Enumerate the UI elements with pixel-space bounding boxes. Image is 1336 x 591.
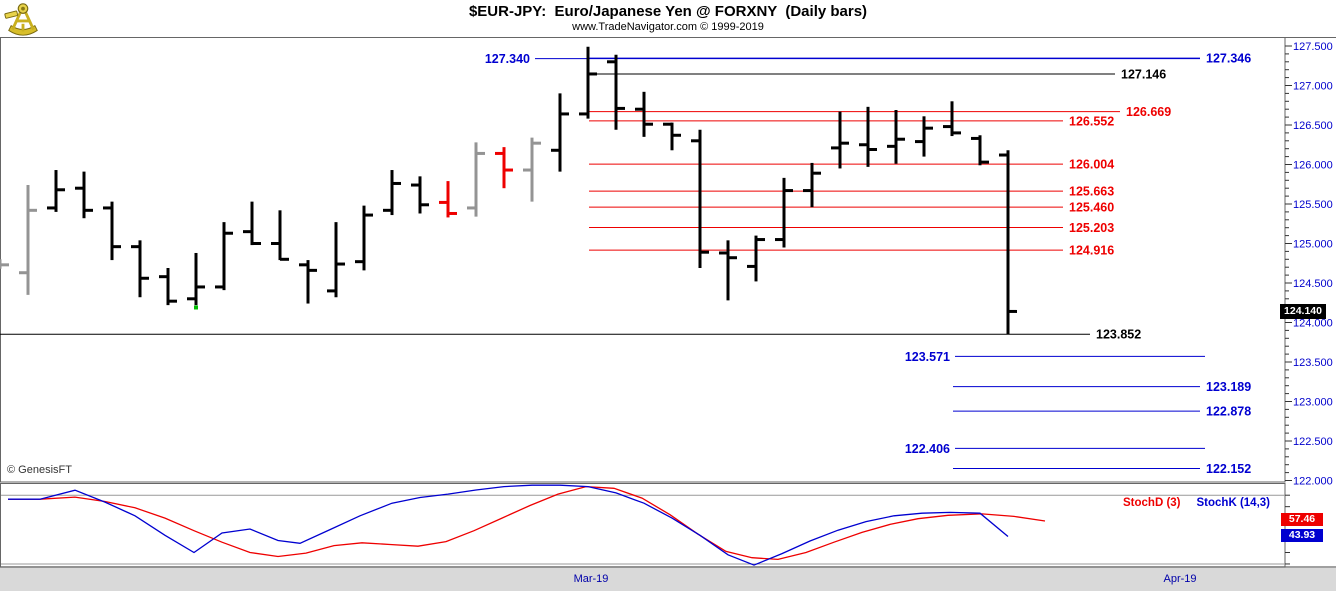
green-signal-dot — [194, 305, 198, 310]
level-label: 123.571 — [905, 350, 950, 364]
stoch-legend: StochD (3) StochK (14,3) — [1110, 485, 1270, 521]
price-axis-label: 123.500 — [1293, 357, 1333, 369]
stochk-label: StochK (14,3) — [1196, 497, 1271, 509]
price-axis-label: 125.500 — [1293, 199, 1333, 211]
price-axis-label: 127.000 — [1293, 81, 1333, 93]
level-label: 122.406 — [905, 442, 950, 456]
price-axis-label: 124.500 — [1293, 278, 1333, 290]
level-label: 127.346 — [1206, 52, 1251, 66]
month-label: Mar-19 — [573, 573, 609, 585]
month-label: Apr-19 — [1163, 573, 1197, 585]
stochk-curve — [8, 484, 1009, 566]
level-label: 127.340 — [485, 52, 530, 66]
price-axis-label: 125.000 — [1293, 239, 1333, 251]
level-label: 122.878 — [1206, 405, 1251, 419]
current-price-badge: 124.140 — [1280, 304, 1326, 319]
level-label: 124.916 — [1069, 244, 1114, 258]
stochd-value-badge: 57.46 — [1281, 513, 1323, 526]
price-axis-label: 126.000 — [1293, 160, 1333, 172]
time-axis-band[interactable] — [0, 568, 1336, 591]
level-label: 123.852 — [1096, 328, 1141, 342]
price-axis-label: 123.000 — [1293, 397, 1333, 409]
stochd-curve — [8, 485, 1046, 561]
price-axis-label: 122.000 — [1293, 476, 1333, 488]
price-axis-label: 127.500 — [1293, 41, 1333, 53]
chart-title: $EUR-JPY: Euro/Japanese Yen @ FORXNY (Da… — [468, 3, 868, 20]
level-label: 126.552 — [1069, 114, 1114, 128]
stoch-panel-frame — [0, 483, 1286, 568]
level-label: 126.004 — [1069, 158, 1114, 172]
stochd-label: StochD (3) — [1123, 497, 1181, 509]
level-label: 126.669 — [1126, 105, 1171, 119]
level-label: 125.460 — [1069, 201, 1114, 215]
genesisft-watermark: © GenesisFT — [7, 464, 72, 476]
price-axis-label: 124.000 — [1293, 318, 1333, 330]
stochk-value-badge: 43.93 — [1281, 529, 1323, 542]
genesis-sextant-logo-icon — [4, 3, 38, 36]
level-label: 127.146 — [1121, 67, 1166, 81]
price-axis-label: 126.500 — [1293, 120, 1333, 132]
chart-subtitle: www.TradeNavigator.com © 1999-2019 — [572, 21, 764, 33]
level-label: 122.152 — [1206, 462, 1251, 476]
level-label: 125.203 — [1069, 221, 1114, 235]
level-label: 125.663 — [1069, 185, 1114, 199]
level-label: 123.189 — [1206, 380, 1251, 394]
price-axis-label: 122.500 — [1293, 436, 1333, 448]
